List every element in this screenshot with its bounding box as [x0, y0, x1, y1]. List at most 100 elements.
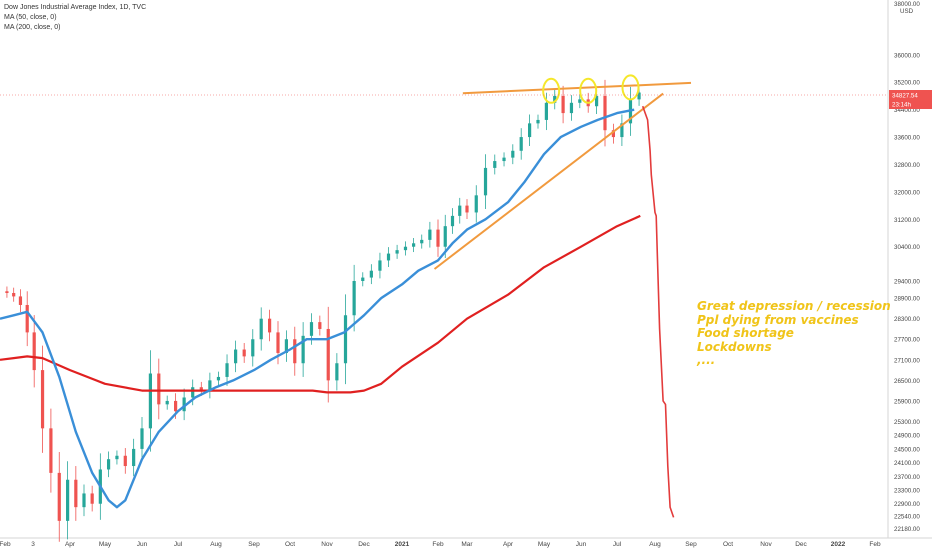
candle-body [12, 292, 16, 297]
x-tick-label: Jun [137, 541, 148, 548]
price-candles [5, 79, 641, 542]
annotation-line-3: Food shortage [697, 326, 794, 340]
candle-body [115, 455, 119, 460]
candle-body [493, 161, 497, 168]
trendline-support [433, 92, 664, 270]
candle-body [335, 363, 339, 381]
candle-body [569, 102, 574, 114]
candle-body [216, 376, 221, 381]
candle-body [148, 373, 152, 429]
legend-ma50[interactable]: MA (50, close, 0) [4, 14, 57, 21]
current-price-tag [889, 90, 932, 101]
x-tick-label: Apr [503, 541, 514, 548]
candle-body [436, 229, 440, 247]
x-tick-label: Oct [723, 541, 733, 548]
chart-legend: Dow Jones Industrial Average Index, 1D, … [4, 3, 146, 33]
candle-body [420, 239, 424, 244]
candle-body [369, 270, 373, 278]
candle-body [32, 332, 36, 371]
candle-body [595, 95, 599, 107]
y-tick-label: 30400.00 [894, 244, 920, 251]
candle-body [106, 459, 111, 470]
candle-body [157, 373, 161, 405]
candle-body [343, 315, 348, 364]
candle-body [483, 167, 488, 196]
candle-body [458, 205, 462, 216]
x-tick-label: 3 [31, 541, 35, 548]
x-tick-label: Nov [760, 541, 772, 548]
highlight-top-3 [621, 74, 640, 101]
y-tick-label: 22900.00 [894, 501, 920, 508]
y-unit-label: USD [900, 8, 914, 15]
candle-body [82, 493, 86, 508]
annotation-line-4: Lockdowns [697, 339, 772, 354]
y-tick-label: 24500.00 [894, 446, 920, 453]
candle-body [234, 349, 238, 364]
candle-body [561, 95, 565, 114]
current-price-label: 34827.54 [892, 93, 918, 100]
candle-body [268, 318, 272, 333]
candle-body [74, 479, 78, 508]
y-tick-label: 34400.00 [894, 107, 920, 114]
candle-body [49, 428, 53, 473]
y-tick-label: 31200.00 [894, 217, 920, 224]
candle-body [309, 322, 314, 336]
x-tick-label: Mar [461, 541, 473, 548]
y-top-label: 38000.00 [894, 1, 920, 8]
candle-body [259, 318, 263, 340]
candle-body [318, 322, 322, 329]
candle-body [536, 119, 540, 124]
candle-body [25, 304, 29, 333]
ma200-line [0, 214, 641, 394]
x-tick-label: Oct [285, 541, 295, 548]
y-tick-label: 35200.00 [894, 80, 920, 87]
x-axis-ticks: Feb 3 Apr May Jun Jul Aug Sep Oct Nov Dec 2021 Feb Ma… [0, 541, 881, 548]
x-tick-label: Feb [432, 541, 444, 548]
candle-body [443, 226, 447, 247]
candle-body [208, 380, 212, 391]
candle-body [174, 400, 178, 412]
candle-body [352, 280, 356, 316]
candle-body [378, 260, 382, 271]
y-tick-label: 28300.00 [894, 316, 920, 323]
candle-body [465, 205, 469, 213]
candle-body [225, 363, 229, 377]
trendline-resistance [462, 81, 692, 95]
legend-ma200[interactable]: MA (200, close, 0) [4, 24, 61, 31]
candle-body [603, 95, 607, 131]
y-tick-label: 25900.00 [894, 398, 920, 405]
candle-body [40, 370, 45, 429]
candle-body [326, 328, 330, 381]
x-tick-label: Dec [358, 541, 370, 548]
candle-body [5, 291, 9, 293]
y-tick-label: 27100.00 [894, 357, 920, 364]
y-tick-label: 23700.00 [894, 474, 920, 481]
candle-body [199, 387, 203, 391]
legend-symbol[interactable]: Dow Jones Industrial Average Index, 1D, … [4, 4, 147, 11]
candle-body [553, 95, 557, 103]
candle-body [293, 339, 297, 364]
candle-body [403, 246, 408, 251]
candle-body [242, 349, 246, 357]
y-tick-label: 22540.00 [894, 514, 920, 521]
candle-body [578, 99, 582, 103]
candle-body [90, 493, 94, 504]
countdown-tag [889, 100, 932, 110]
highlight-top-2 [579, 77, 598, 104]
candle-body [511, 150, 515, 158]
x-tick-label: Jun [576, 541, 587, 548]
x-tick-label: Jul [613, 541, 622, 548]
x-tick-label: May [99, 541, 112, 548]
x-tick-label: Jul [174, 541, 183, 548]
y-tick-label: 27700.00 [894, 337, 920, 344]
projection-line [641, 105, 675, 518]
y-tick-label: 33600.00 [894, 135, 920, 142]
candle-body [140, 428, 144, 449]
candle-body [637, 92, 641, 100]
x-tick-label: Apr [65, 541, 76, 548]
candle-body [165, 400, 169, 405]
ma50-line [0, 108, 635, 509]
annotation-line-5: ,... [697, 353, 716, 367]
